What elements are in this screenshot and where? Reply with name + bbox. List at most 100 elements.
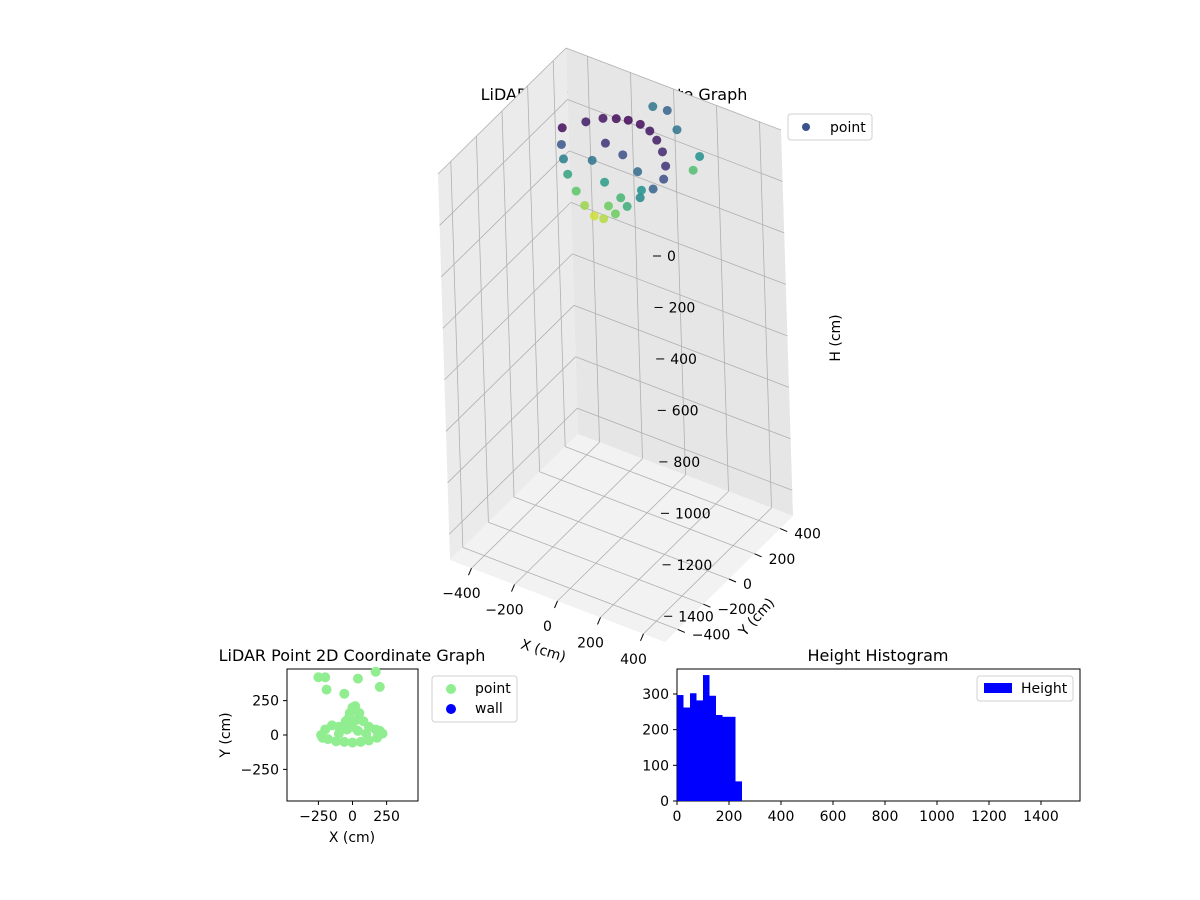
histogram-legend-frame — [976, 675, 1074, 702]
scatter3d-ytick-mark — [677, 628, 685, 633]
histogram-bars — [677, 675, 742, 801]
scatter2d-point — [355, 736, 366, 747]
scatter2d-point — [372, 732, 383, 743]
histogram-xtick-label: 1400 — [1023, 809, 1059, 825]
scatter3d-ytick-mark — [780, 528, 788, 533]
scatter2d-ticks: −250 0 250 −250 0 250 — [241, 694, 400, 825]
scatter3d-point — [611, 114, 621, 124]
scatter3d-gridline-y — [488, 521, 704, 605]
scatter3d-point — [636, 185, 646, 195]
scatter2d-legend-label-point: point — [475, 681, 511, 697]
scatter3d-xtick-label: −400 — [442, 586, 480, 602]
scatter3d-point — [600, 138, 610, 148]
scatter3d-ztick-label: 200 — [669, 300, 696, 316]
scatter3d-xtick-label: 400 — [620, 652, 647, 668]
histogram-legend-label: Height — [1021, 681, 1068, 697]
scatter3d-gridline-z — [569, 150, 785, 234]
scatter3d-gridline-z — [439, 99, 568, 226]
scatter2d-ytick-label: −250 — [241, 762, 279, 778]
scatter2d-xtick-label: 250 — [373, 809, 400, 825]
scatter3d-gridline-z — [567, 99, 783, 182]
scatter3d-point — [672, 125, 682, 135]
scatter3d-gridline-y — [462, 547, 678, 630]
scatter3d-xtick-mark — [640, 633, 644, 641]
scatter3d-point — [599, 214, 609, 224]
histogram-title: Height Histogram — [808, 646, 949, 665]
scatter3d-gridline-z — [573, 304, 790, 388]
scatter3d-ztick-label: 1200 — [677, 558, 713, 574]
scatter3d-ytick-mark — [754, 553, 762, 558]
scatter3d-point — [563, 169, 573, 179]
scatter3d-xtick-mark — [511, 584, 515, 592]
scatter2d-xtick-label: −250 — [299, 809, 337, 825]
scatter3d-point — [557, 123, 567, 133]
scatter3d-xlabel: X (cm) — [519, 637, 568, 666]
scatter3d-xtick-label: 200 — [577, 635, 604, 651]
scatter3d-gridline-y — [450, 161, 464, 548]
scatter2d-legend: point wall — [431, 675, 518, 723]
histogram-bar — [677, 695, 684, 801]
scatter3d-point — [580, 200, 590, 210]
histogram-ytick-label: 0 — [660, 794, 669, 810]
scatter3d-gridline-z — [437, 47, 567, 175]
scatter3d-gridline-z — [444, 253, 573, 381]
scatter3d-point — [589, 211, 599, 221]
histogram-bar — [683, 707, 690, 801]
scatter3d-grid — [437, 47, 793, 635]
scatter2d-point — [370, 666, 381, 677]
scatter3d-ztick-label: 1400 — [678, 609, 714, 625]
scatter3d-gridline-z — [447, 356, 576, 484]
scatter2d-point — [333, 721, 344, 732]
scatter3d-ytick-mark — [703, 603, 711, 608]
histogram-bar — [703, 675, 710, 801]
scatter3d-ytick-label: −400 — [692, 627, 730, 643]
scatter3d-xtick-mark — [597, 617, 601, 625]
scatter3d-point — [587, 155, 597, 165]
scatter3d-point — [635, 193, 645, 203]
scatter3d-point — [635, 119, 645, 129]
scatter3d-point — [662, 105, 672, 115]
scatter3d-gridline-z — [572, 253, 788, 337]
scatter2d-point — [339, 688, 350, 699]
scatter3d-gridline-x — [716, 105, 729, 492]
scatter3d-gridline-z — [577, 407, 793, 491]
scatter2d-legend-label-wall: wall — [475, 701, 503, 717]
scatter3d-gridline-y — [501, 110, 515, 498]
scatter2d-chart: LiDAR Point 2D Coordinate Graph −250 0 250… — [218, 646, 518, 846]
scatter3d-ytick-label: 0 — [743, 577, 752, 593]
scatter2d-point — [317, 732, 328, 743]
scatter2d-ylabel: Y (cm) — [218, 712, 234, 758]
scatter3d-gridline-y — [552, 60, 566, 447]
scatter3d-point — [659, 174, 669, 184]
scatter2d-xtick-label: 0 — [348, 809, 357, 825]
scatter2d-point — [374, 681, 385, 692]
scatter3d-gridline-x — [630, 72, 643, 459]
histogram-ytick-label: 300 — [642, 687, 669, 703]
histogram-bar — [735, 781, 742, 801]
scatter3d-point — [652, 135, 662, 145]
scatter3d-point — [645, 126, 655, 136]
histogram-ticks: 0 200 400 600 800 1000 1200 1400 0 100 200 300 — [642, 687, 1059, 825]
scatter3d-point — [661, 161, 671, 171]
scatter3d-gridline-y — [539, 471, 755, 555]
scatter3d-gridline-y — [513, 496, 730, 580]
scatter3d-gridline-z — [565, 47, 782, 131]
scatter2d-point — [361, 728, 372, 739]
scatter2d-point — [333, 728, 344, 739]
histogram-ytick-label: 100 — [642, 758, 669, 774]
scatter3d-gridline-z — [575, 356, 791, 440]
scatter3d-gridline-x — [673, 88, 686, 476]
histogram-bar — [696, 700, 703, 801]
scatter3d-legend-marker — [802, 123, 810, 131]
scatter3d-ztick-label: 1000 — [675, 506, 711, 522]
scatter3d-gridline-x — [759, 121, 772, 508]
scatter2d-point — [331, 736, 342, 747]
scatter3d-panes — [438, 48, 793, 642]
histogram-bar — [709, 695, 716, 801]
scatter3d-point — [633, 167, 643, 177]
scatter3d-ztick-label: 0 — [667, 249, 676, 265]
scatter3d-point — [616, 193, 626, 203]
scatter3d-point — [571, 186, 581, 196]
scatter3d-gridline-y — [565, 446, 781, 529]
